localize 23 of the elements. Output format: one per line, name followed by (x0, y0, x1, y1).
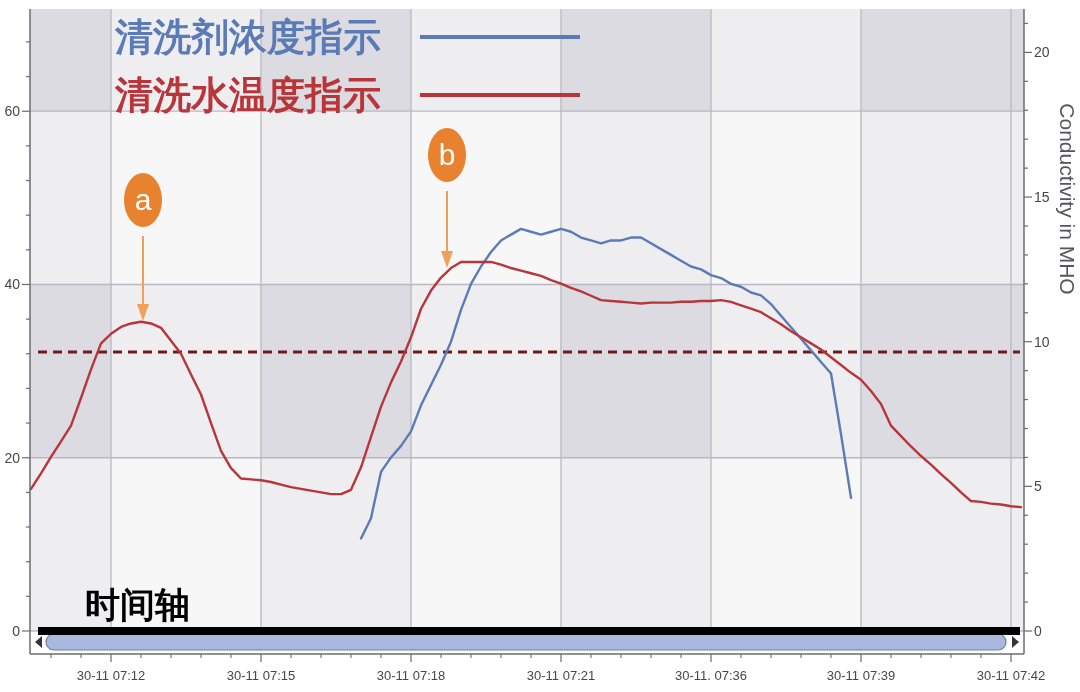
y2-axis-title: Conductivity in MHO (1056, 103, 1079, 295)
ref-line-label: 时间轴 (85, 585, 190, 624)
y-tick-label: 60 (4, 103, 21, 120)
line-series (359, 227, 853, 540)
legend-label: 清洗水温度指示 (114, 74, 381, 116)
y2-tick-label: 5 (1034, 478, 1042, 495)
x-tick-label: 30-11 07:18 (376, 668, 446, 683)
annotation: a (134, 183, 152, 216)
y2-tick-label: 10 (1034, 333, 1050, 350)
annotation: b (438, 138, 456, 171)
x-tick-label: 30-11 07:21 (526, 668, 596, 683)
x-tick-label: 30-11 07:12 (76, 668, 146, 683)
y2-tick-label: 15 (1034, 189, 1050, 206)
legend-label: 清洗剂浓度指示 (114, 16, 381, 58)
x-tick-label: 30-11 07:39 (826, 668, 896, 683)
y-tick-label: 0 (12, 623, 21, 639)
y2-tick-label: 0 (1034, 623, 1042, 639)
x-tick-label: 30-11. 07:36 (674, 668, 748, 683)
x-tick-label: 30-11 07:42 (976, 668, 1046, 683)
y-tick-label: 20 (4, 449, 21, 466)
x-tick-label: 30-11 07:15 (226, 668, 296, 683)
y-tick-label: 40 (4, 276, 21, 293)
y2-tick-label: 20 (1034, 44, 1050, 61)
